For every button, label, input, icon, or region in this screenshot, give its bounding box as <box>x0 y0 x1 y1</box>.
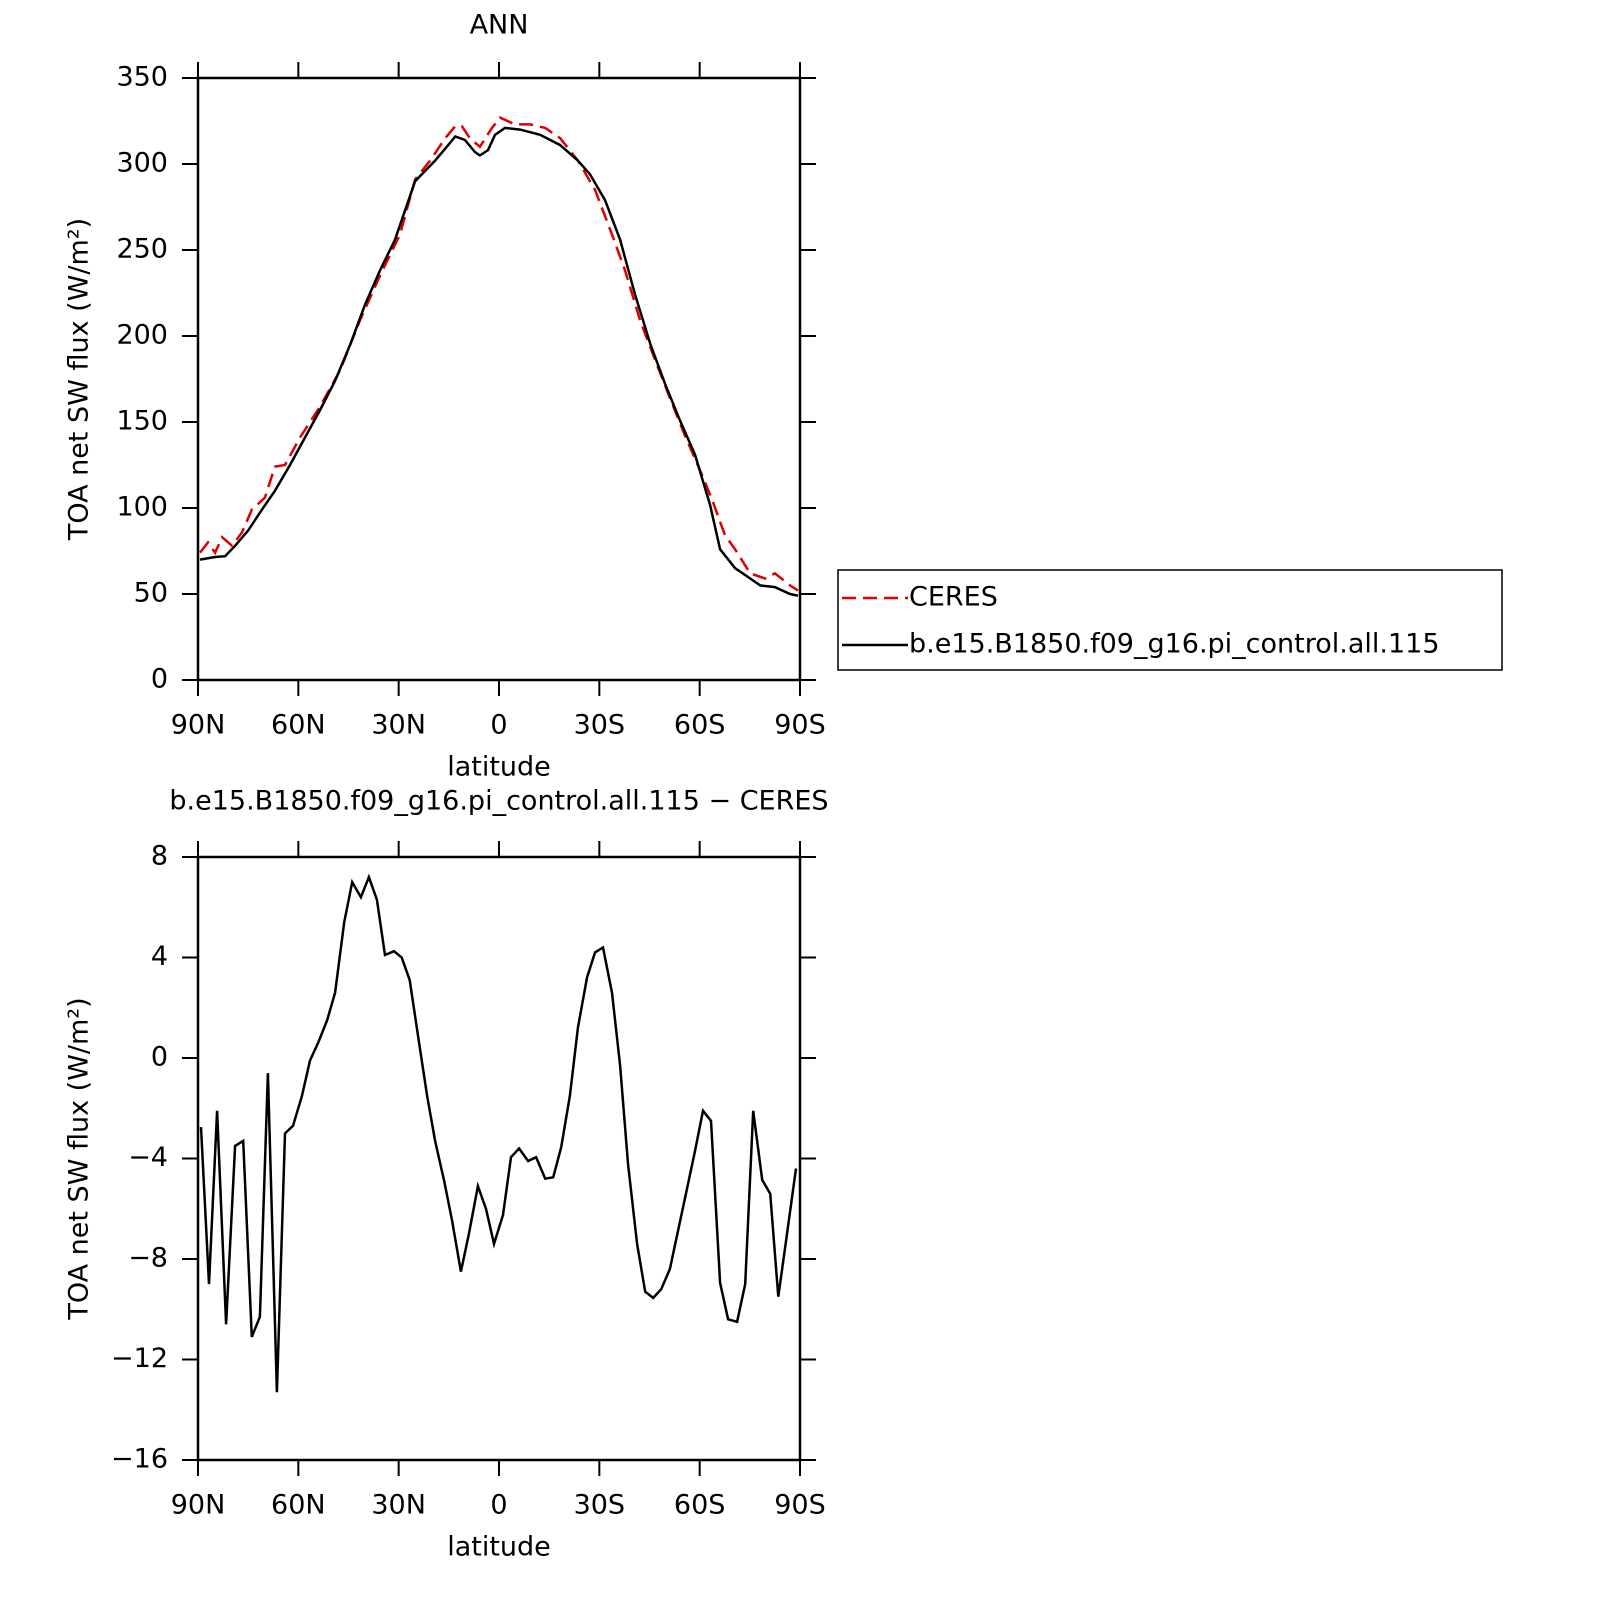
x-tick-label: 30S <box>574 1490 626 1521</box>
x-axis-label: latitude <box>447 1532 551 1563</box>
data-line <box>199 126 799 597</box>
y-axis-label: TOA net SW flux (W/m²) <box>64 218 95 541</box>
y-tick-label: −16 <box>111 1444 168 1475</box>
plot-frame <box>196 76 802 682</box>
y-tick-label: 8 <box>151 841 168 872</box>
x-tick-label: 60N <box>271 710 326 741</box>
legend-box <box>837 569 1503 671</box>
chart-title: ANN <box>470 10 529 41</box>
legend-label: b.e15.B1850.f09_g16.pi_control.all.115 <box>909 629 1440 660</box>
y-axis-label: TOA net SW flux (W/m²) <box>64 997 95 1320</box>
y-tick-label: 50 <box>134 578 168 609</box>
y-tick-label: 300 <box>116 148 168 179</box>
x-tick-label: 90S <box>774 1490 826 1521</box>
y-tick-label: 0 <box>151 664 168 695</box>
y-tick-label: 250 <box>116 234 168 265</box>
y-tick-label: 100 <box>116 492 168 523</box>
chart-title: b.e15.B1850.f09_g16.pi_control.all.115 −… <box>169 786 828 817</box>
x-tick-label: 60S <box>674 710 726 741</box>
data-line <box>199 116 799 592</box>
data-line <box>199 873 798 1393</box>
y-tick-label: 350 <box>116 62 168 93</box>
x-tick-label: 30N <box>371 1490 426 1521</box>
y-tick-label: 150 <box>116 406 168 437</box>
legend-label: CERES <box>909 582 998 613</box>
y-tick-label: 0 <box>151 1042 168 1073</box>
plot-frame <box>196 855 802 1462</box>
y-tick-label: 4 <box>151 941 168 972</box>
x-tick-label: 90S <box>774 710 826 741</box>
x-tick-label: 30N <box>371 710 426 741</box>
x-tick-label: 60N <box>271 1490 326 1521</box>
y-tick-label: −12 <box>111 1343 168 1374</box>
x-tick-label: 0 <box>490 710 507 741</box>
x-tick-label: 90N <box>171 710 226 741</box>
y-tick-label: −4 <box>128 1142 168 1173</box>
x-tick-label: 0 <box>490 1490 507 1521</box>
x-axis-label: latitude <box>447 752 551 783</box>
x-tick-label: 90N <box>171 1490 226 1521</box>
y-tick-label: −8 <box>128 1243 168 1274</box>
x-tick-label: 60S <box>674 1490 726 1521</box>
x-tick-label: 30S <box>574 710 626 741</box>
y-tick-label: 200 <box>116 320 168 351</box>
